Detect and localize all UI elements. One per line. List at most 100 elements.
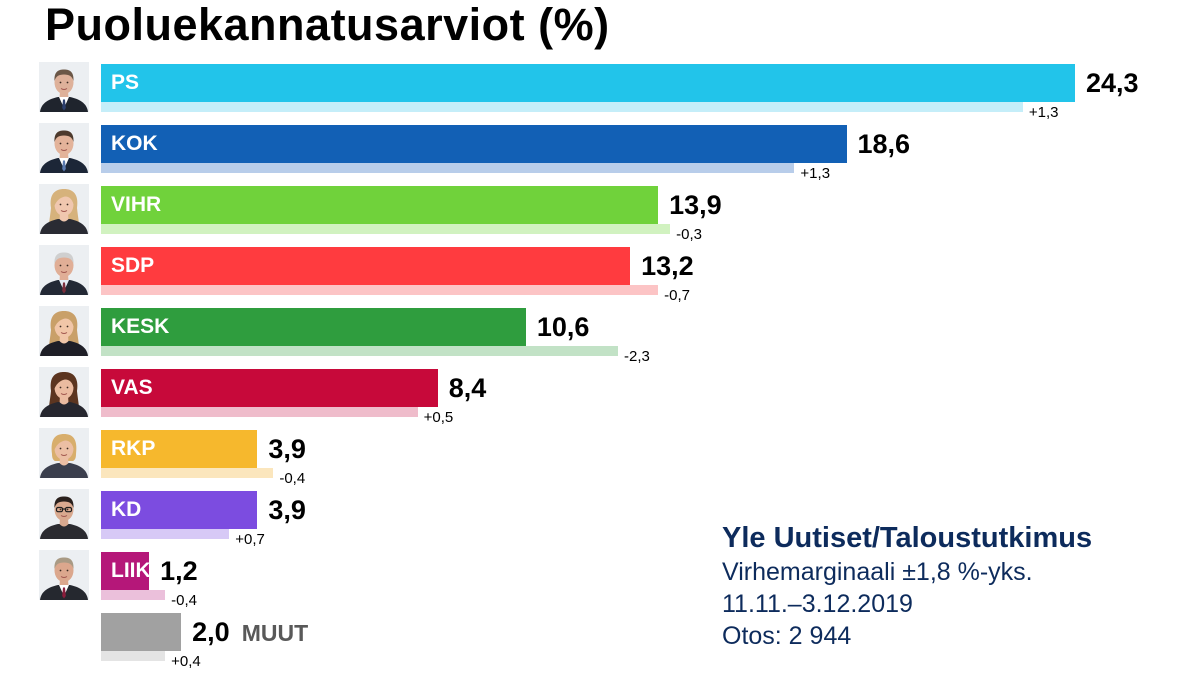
bar-kd: KD [101, 491, 258, 529]
portrait-tie [62, 282, 66, 294]
portrait-glasses [55, 506, 73, 513]
bar-kesk: KESK [101, 308, 526, 346]
avatar-kesk [39, 306, 89, 356]
portrait-neckline [59, 341, 69, 344]
bar-label-rkp: RKP [111, 437, 156, 460]
portrait-mouth [60, 515, 68, 517]
portrait-eye [66, 142, 69, 145]
portrait-mouth [60, 271, 68, 273]
avatar-vas [39, 367, 89, 417]
portrait-face [54, 132, 74, 155]
value-group-ps: 24,3 [1086, 64, 1139, 102]
change-label-sdp: -0,7 [664, 287, 690, 304]
change-label-vas: +0,5 [423, 409, 454, 426]
value-group-vihr: 13,9 [669, 186, 722, 224]
bar-label-liik: LIIK [111, 559, 150, 582]
margin-of-error: Virhemarginaali ±1,8 %-yks. [722, 558, 1033, 586]
avatar-kd [39, 489, 89, 539]
portrait-hair [53, 435, 75, 451]
portrait-eye [59, 508, 62, 511]
value-label-vihr: 13,9 [669, 190, 722, 220]
avatar-rkp [39, 428, 89, 478]
portrait-eye [66, 325, 69, 328]
bar-label-sdp: SDP [111, 254, 155, 277]
previous-bar-kesk [101, 346, 619, 356]
portrait-clothing [40, 402, 88, 417]
glasses-lens [64, 506, 73, 513]
portrait-hair [54, 496, 74, 508]
portrait-eye [66, 203, 69, 206]
previous-bar-kd [101, 529, 230, 539]
previous-bar-vihr [101, 224, 671, 234]
chart-title: Puoluekannatusarviot (%) [45, 0, 610, 50]
portrait-mouth [60, 393, 68, 395]
bar-sdp: SDP [101, 247, 631, 285]
avatar-ps [39, 62, 89, 112]
portrait-mouth [60, 210, 68, 212]
portrait-neckline [59, 463, 69, 466]
avatar-vihr [39, 184, 89, 234]
change-label-ps: +1,3 [1028, 104, 1059, 121]
bar-vihr: VIHR [101, 186, 659, 224]
portrait-image [39, 245, 89, 295]
value-group-kesk: 10,6 [537, 308, 590, 346]
portrait-eye [66, 508, 69, 511]
portrait-image [39, 428, 89, 478]
portrait-hair [54, 557, 74, 569]
portrait-eye [66, 386, 69, 389]
avatar-sdp [39, 245, 89, 295]
portrait-mouth [60, 576, 68, 578]
portrait-hair [53, 313, 75, 329]
value-group-muut: 2,0 MUUT [192, 613, 308, 651]
portrait-clothing [40, 524, 88, 539]
bar-label-kd: KD [111, 498, 142, 521]
portrait-clothing [40, 219, 88, 234]
portrait-tie [62, 587, 66, 599]
portrait-mouth [60, 88, 68, 90]
portrait-image [39, 489, 89, 539]
portrait-mouth [60, 149, 68, 151]
portrait-eye [66, 264, 69, 267]
portrait-tie [62, 99, 66, 111]
bar-label-ps: PS [111, 71, 140, 94]
portrait-eye [59, 203, 62, 206]
bar-label-vas: VAS [111, 376, 153, 399]
value-label-kd: 3,9 [268, 495, 306, 525]
value-label-sdp: 13,2 [641, 251, 694, 281]
bar-label-kesk: KESK [111, 315, 170, 338]
portrait-eye [59, 325, 62, 328]
portrait-face [54, 559, 74, 582]
source-info: Yle Uutiset/Taloustutkimus Virhemarginaa… [722, 520, 1092, 652]
bar-vas: VAS [101, 369, 438, 407]
portrait-face [54, 254, 74, 277]
value-group-liik: 1,2 [160, 552, 198, 590]
previous-bar-vas [101, 407, 418, 417]
portrait-tie [62, 160, 66, 172]
bar-label-kok: KOK [111, 132, 158, 155]
avatar-liik [39, 550, 89, 600]
survey-period: 11.11.–3.12.2019 [722, 590, 913, 618]
portrait-image [39, 62, 89, 112]
bar-liik: LIIK [101, 552, 150, 590]
source-publisher: Yle Uutiset/Taloustutkimus [722, 522, 1093, 554]
portrait-image [39, 550, 89, 600]
change-label-vihr: -0,3 [676, 226, 703, 243]
sample-size: Otos: 2 944 [722, 622, 852, 650]
portrait-neckline [59, 219, 69, 222]
portrait-neckline [59, 402, 69, 405]
bar-ps: PS [101, 64, 1075, 102]
portrait-eye [66, 569, 69, 572]
portrait-hair [54, 69, 74, 81]
portrait-image [39, 184, 89, 234]
bar-rkp: RKP [101, 430, 258, 468]
portrait-image [39, 306, 89, 356]
value-label-kesk: 10,6 [536, 312, 590, 342]
portrait-clothing [40, 463, 88, 478]
value-label-muut: 2,0 [192, 617, 230, 647]
bar-label-vihr: VIHR [111, 193, 162, 216]
value-label-vas: 8,4 [448, 373, 487, 403]
previous-bar-liik [101, 590, 166, 600]
value-label-kok: 18,6 [857, 129, 911, 159]
